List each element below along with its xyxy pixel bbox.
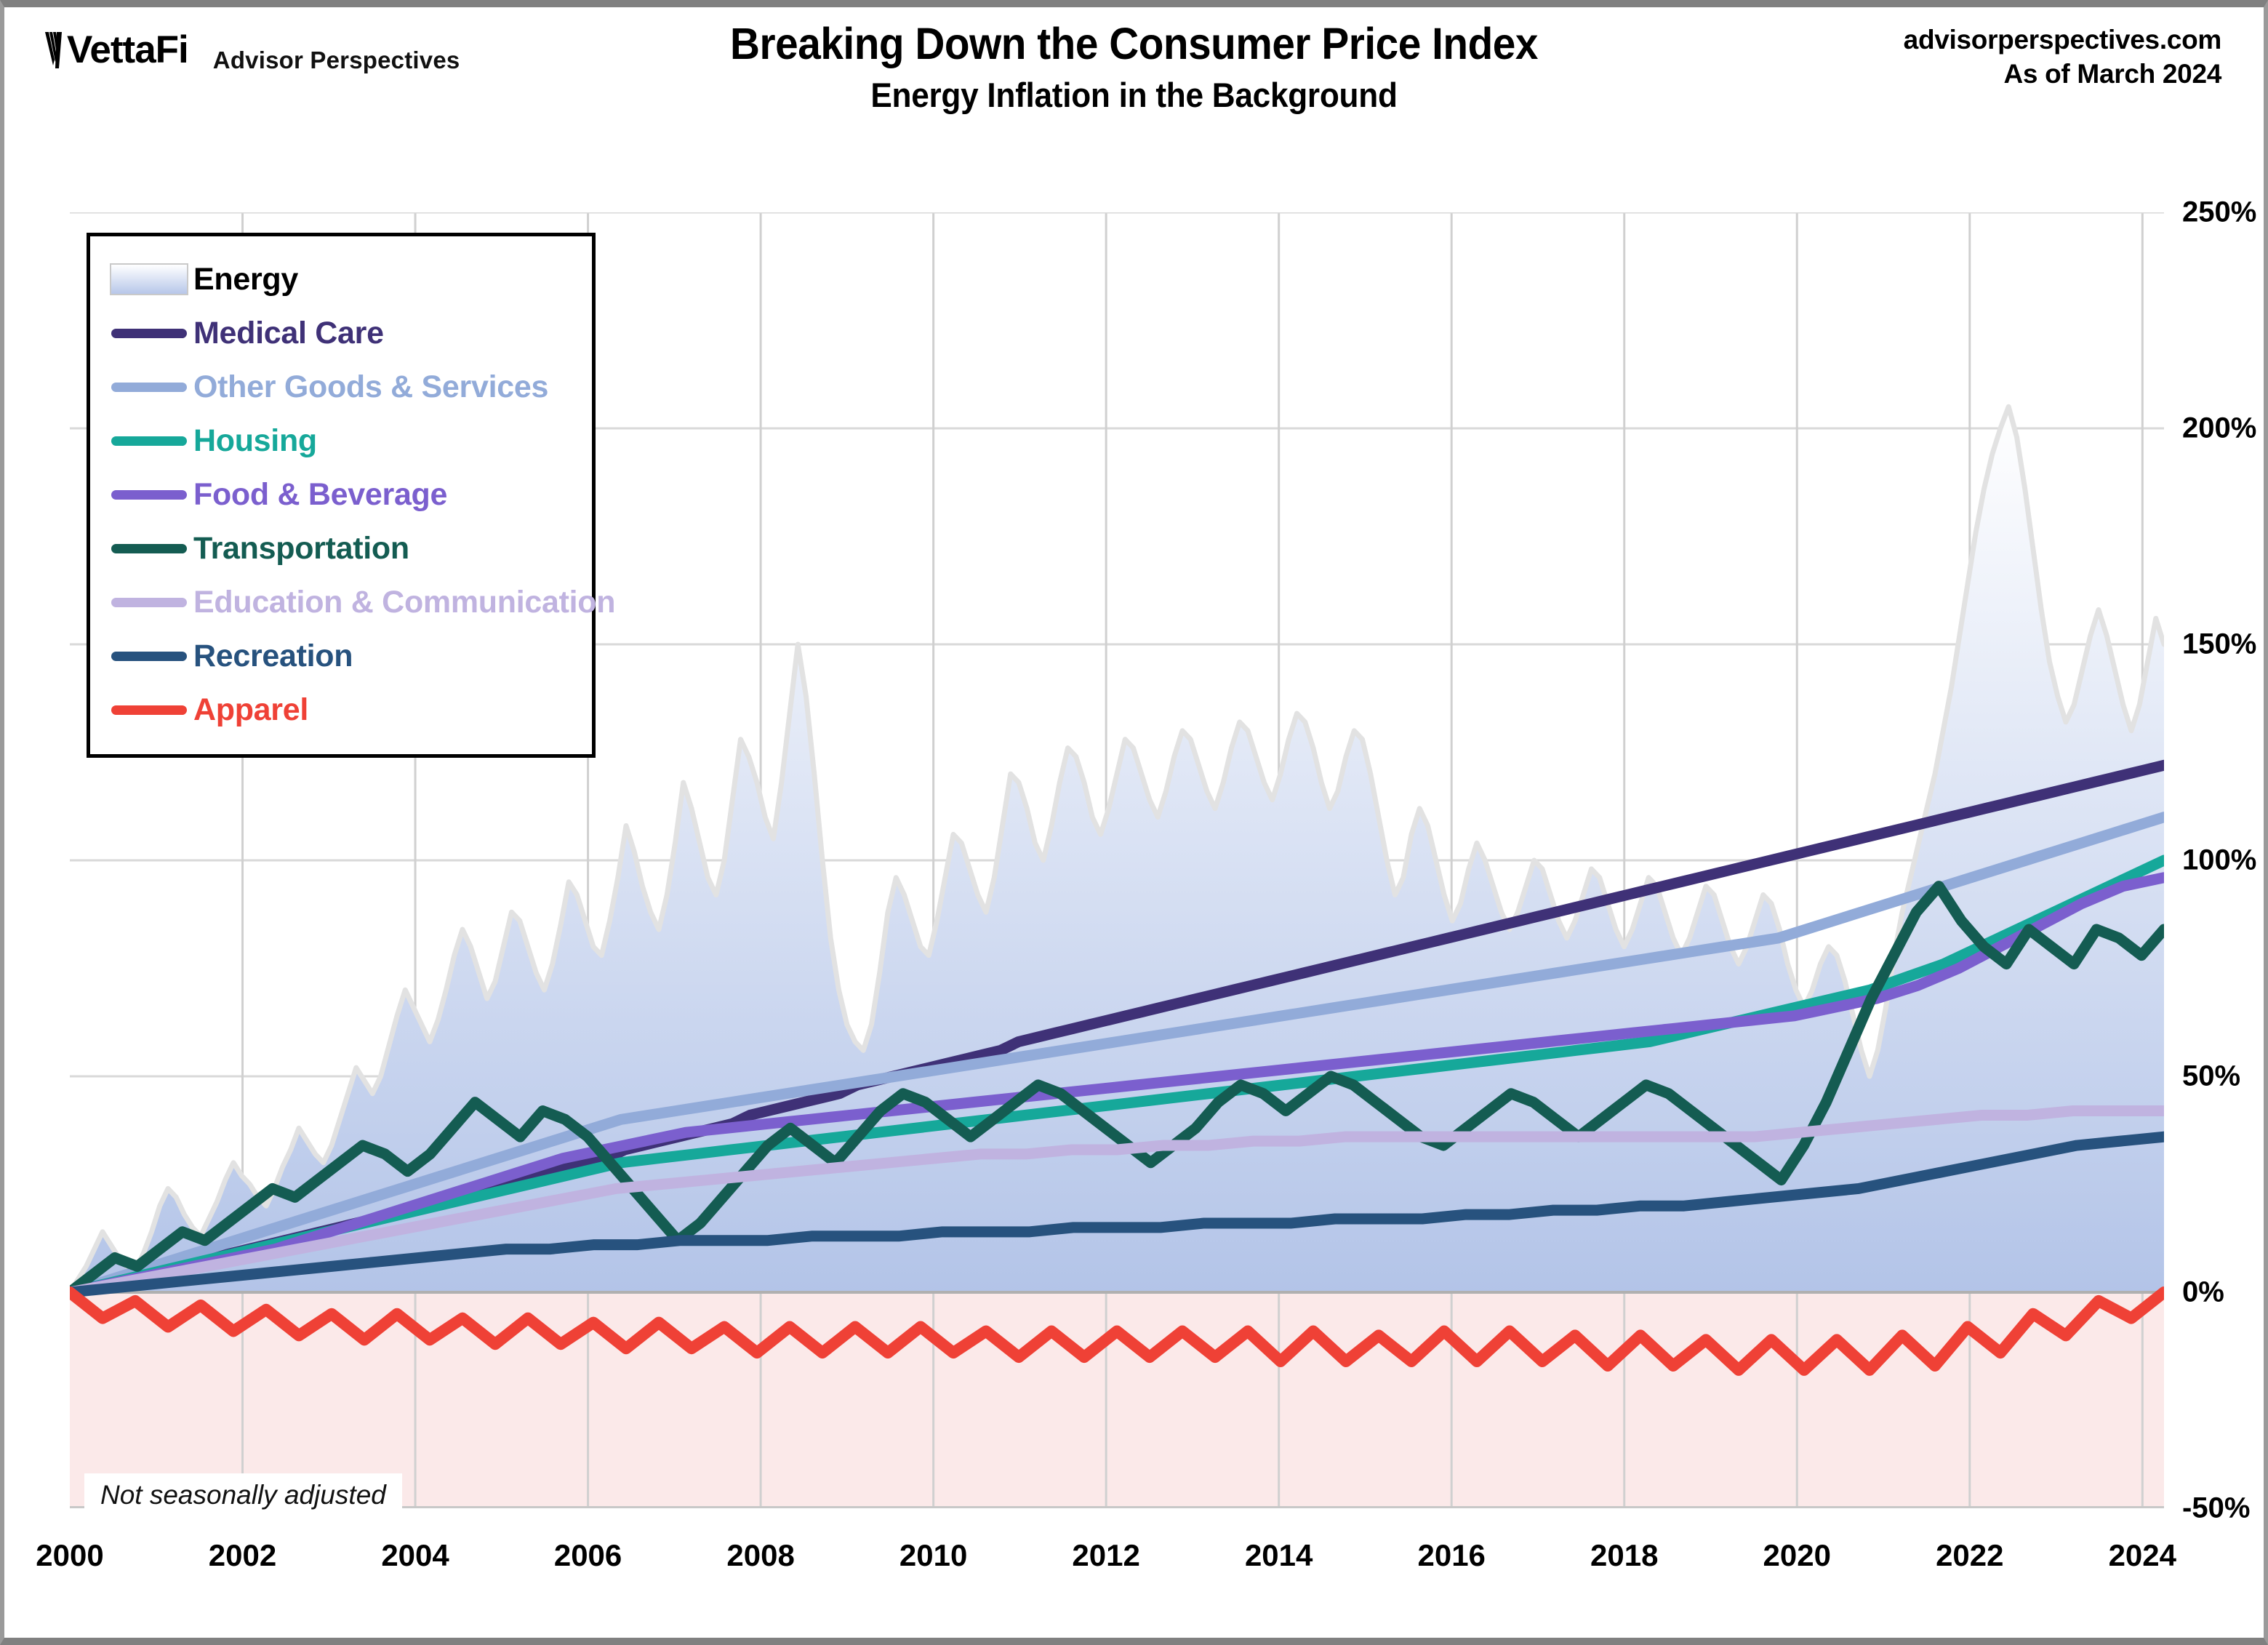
legend-swatch-box bbox=[109, 597, 189, 607]
legend-swatch-box bbox=[109, 543, 189, 553]
legend-label: Transportation bbox=[193, 530, 409, 566]
legend-line-swatch-icon bbox=[111, 651, 187, 661]
series-line-education-communication bbox=[70, 1105, 2164, 1298]
x-tick-label: 2006 bbox=[553, 1538, 622, 1572]
x-tick-label: 2012 bbox=[1072, 1538, 1140, 1572]
legend-item-energy[interactable]: Energy bbox=[109, 252, 573, 306]
chart-legend: Energy Medical Care Other Goods & Services… bbox=[87, 233, 615, 758]
line-series-group bbox=[70, 759, 2164, 1376]
vettafi-wordmark: VettaFi bbox=[67, 28, 189, 71]
series-line-other-goods-services bbox=[70, 812, 2164, 1298]
legend-label: Energy bbox=[193, 261, 298, 297]
x-tick-label: 2008 bbox=[726, 1538, 795, 1572]
series-line-transportation bbox=[70, 881, 2164, 1298]
source-meta: advisorperspectives.com As of March 2024 bbox=[1903, 23, 2222, 91]
as-of-date: As of March 2024 bbox=[2003, 58, 2221, 89]
x-tick-label: 2024 bbox=[2108, 1538, 2177, 1572]
not-seasonally-adjusted-note: Not seasonally adjusted bbox=[84, 1473, 402, 1519]
x-tick-label: 2022 bbox=[1936, 1538, 2004, 1572]
legend-item-food-beverage[interactable]: Food & Beverage bbox=[109, 468, 573, 521]
legend-label: Housing bbox=[193, 423, 317, 458]
legend-line-swatch-icon bbox=[111, 436, 187, 446]
legend-swatch-box bbox=[109, 436, 189, 446]
legend-label: Food & Beverage bbox=[193, 476, 448, 512]
y-tick-label: 250% bbox=[2182, 196, 2257, 228]
legend-item-recreation[interactable]: Recreation bbox=[109, 629, 573, 683]
x-tick-label: 2004 bbox=[381, 1538, 449, 1572]
x-tick-label: 2014 bbox=[1244, 1538, 1313, 1572]
legend-label: Other Goods & Services bbox=[193, 369, 549, 404]
legend-swatch-box bbox=[109, 263, 189, 295]
energy-area-series bbox=[70, 404, 2164, 1295]
legend-line-swatch-icon bbox=[111, 328, 187, 338]
legend-item-medical-care[interactable]: Medical Care bbox=[109, 306, 573, 360]
y-tick-label: 150% bbox=[2182, 628, 2257, 660]
legend-item-other-goods-services[interactable]: Other Goods & Services bbox=[109, 360, 573, 414]
legend-swatch-box bbox=[109, 489, 189, 500]
legend-area-swatch-icon bbox=[110, 263, 188, 295]
vettafi-v-icon bbox=[44, 31, 69, 68]
legend-swatch-box bbox=[109, 328, 189, 338]
chart-plot-area bbox=[70, 212, 2164, 1508]
chart-subtitle: Energy Inflation in the Background bbox=[870, 75, 1398, 114]
x-tick-label: 2002 bbox=[208, 1538, 277, 1572]
y-tick-label: -50% bbox=[2182, 1492, 2251, 1524]
y-tick-label: 0% bbox=[2182, 1276, 2224, 1308]
brand-block: VettaFi Advisor Perspectives bbox=[44, 28, 460, 74]
legend-item-apparel[interactable]: Apparel bbox=[109, 683, 573, 737]
y-tick-label: 100% bbox=[2182, 844, 2257, 876]
legend-line-swatch-icon bbox=[111, 489, 187, 500]
legend-item-housing[interactable]: Housing bbox=[109, 414, 573, 468]
y-tick-label: 50% bbox=[2182, 1060, 2241, 1092]
series-line-food-beverage bbox=[70, 872, 2164, 1298]
legend-line-swatch-icon bbox=[111, 597, 187, 607]
legend-line-swatch-icon bbox=[111, 543, 187, 553]
series-line-recreation bbox=[70, 1131, 2164, 1298]
legend-label: Recreation bbox=[193, 638, 353, 673]
legend-item-transportation[interactable]: Transportation bbox=[109, 521, 573, 575]
vettafi-logo: VettaFi bbox=[44, 28, 189, 72]
x-tick-label: 2020 bbox=[1763, 1538, 1831, 1572]
legend-swatch-box bbox=[109, 651, 189, 661]
legend-label: Medical Care bbox=[193, 315, 384, 351]
site-url: advisorperspectives.com bbox=[1903, 25, 2222, 55]
legend-item-education-communication[interactable]: Education & Communication bbox=[109, 575, 615, 629]
legend-line-swatch-icon bbox=[111, 705, 187, 715]
legend-label: Education & Communication bbox=[193, 584, 616, 620]
x-tick-label: 2016 bbox=[1417, 1538, 1486, 1572]
legend-swatch-box bbox=[109, 705, 189, 715]
x-tick-label: 2010 bbox=[899, 1538, 968, 1572]
series-line-apparel bbox=[70, 1286, 2164, 1376]
chart-svg bbox=[70, 212, 2164, 1508]
legend-swatch-box bbox=[109, 382, 189, 392]
y-tick-label: 200% bbox=[2182, 412, 2257, 444]
series-line-housing bbox=[70, 854, 2164, 1298]
legend-line-swatch-icon bbox=[111, 382, 187, 392]
x-tick-label: 2000 bbox=[36, 1538, 104, 1572]
legend-label: Apparel bbox=[193, 692, 308, 727]
x-tick-label: 2018 bbox=[1590, 1538, 1659, 1572]
advisor-perspectives-label: Advisor Perspectives bbox=[212, 46, 460, 73]
